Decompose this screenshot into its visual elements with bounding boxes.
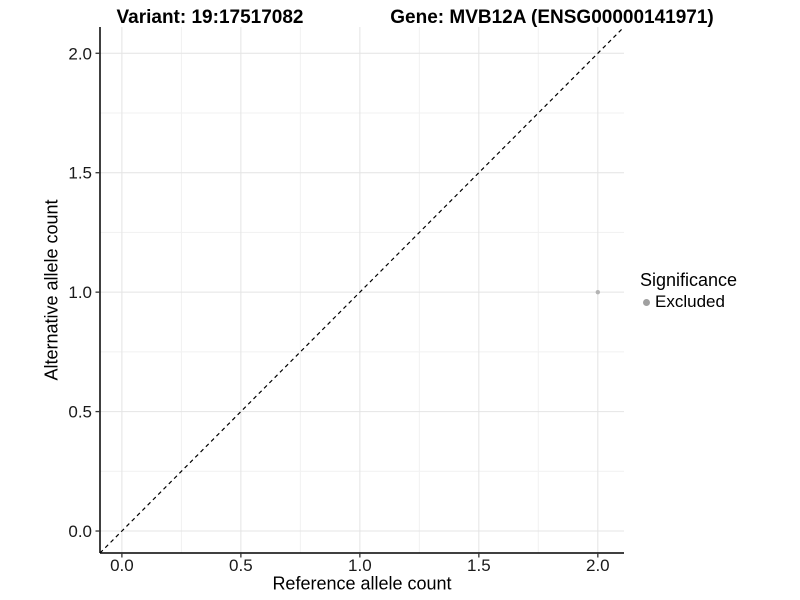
legend-key-dot — [643, 298, 650, 306]
legend-item-label: Excluded — [655, 292, 725, 311]
x-tick-label: 0.0 — [110, 556, 134, 575]
legend: Significance Excluded — [640, 269, 737, 312]
y-axis-title: Alternative allele count — [41, 199, 62, 381]
y-tick-label: 1.0 — [68, 283, 92, 302]
x-tick-label: 1.5 — [467, 556, 491, 575]
legend-title: Significance — [640, 270, 738, 290]
x-tick-label: 1.0 — [348, 556, 372, 575]
legend-item-excluded: Excluded — [640, 292, 737, 312]
plot-title-gene: Gene: MVB12A (ENSG00000141971) — [390, 7, 714, 28]
identity-dashed-line — [99, 26, 625, 554]
x-tick-label: 0.5 — [229, 556, 253, 575]
y-tick-label: 0.0 — [68, 522, 92, 541]
y-tick-label: 1.5 — [68, 164, 92, 183]
data-point — [595, 289, 601, 295]
y-tick-label: 2.0 — [68, 44, 92, 63]
y-tick-label: 0.5 — [68, 403, 92, 422]
x-axis-title: Reference allele count — [272, 573, 452, 594]
x-tick-label: 2.0 — [586, 556, 610, 575]
plot-title-variant: Variant: 19:17517082 — [116, 7, 304, 28]
